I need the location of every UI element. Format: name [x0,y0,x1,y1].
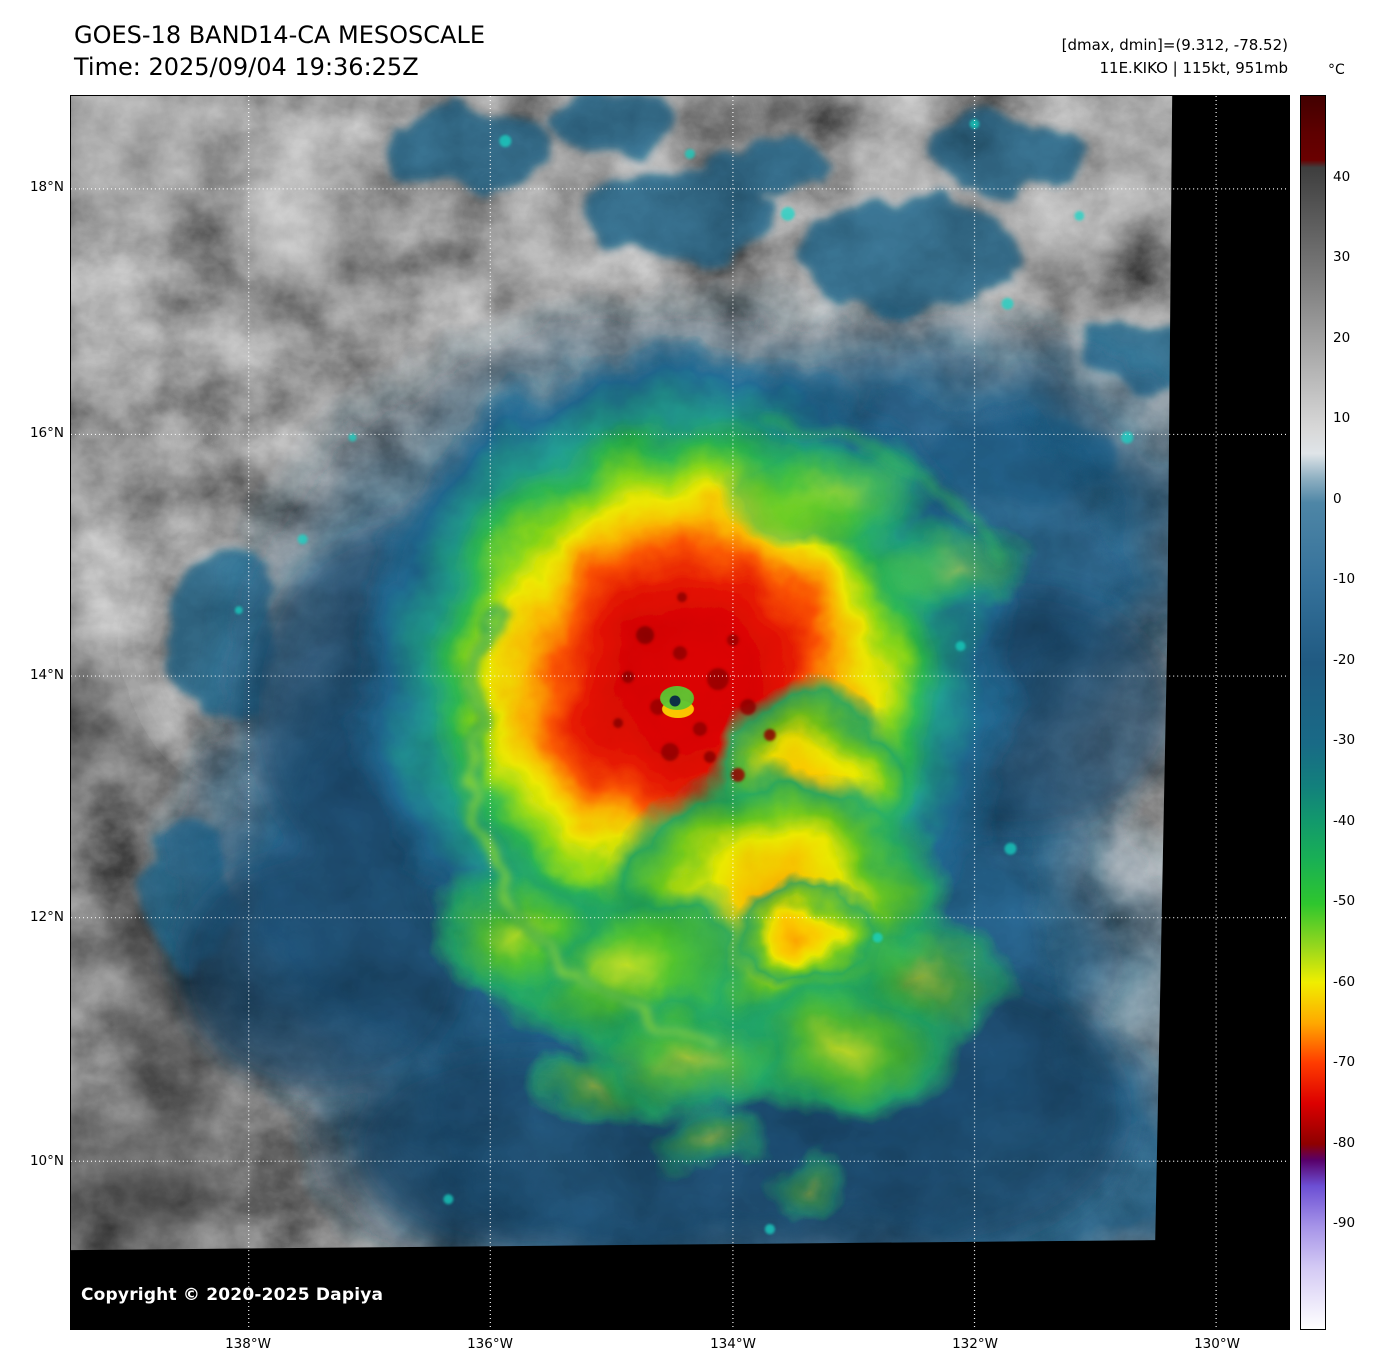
colorbar-tick-label: -80 [1333,1135,1356,1151]
colorbar-tick-label: -50 [1333,893,1356,909]
satellite-scene [71,96,1289,1329]
colorbar-tick-label: -10 [1333,571,1356,587]
colorbar-tick-label: 30 [1333,249,1351,265]
lon-tick-label: 134°W [710,1336,756,1352]
colorbar-tick-label: -20 [1333,652,1356,668]
colorbar-unit-label: °C [1328,62,1345,78]
figure-time: Time: 2025/09/04 19:36:25Z [74,53,419,81]
colorbar-tick-label: 20 [1333,330,1351,346]
colorbar-gradient [1301,96,1325,1329]
lon-tick-label: 136°W [467,1336,513,1352]
colorbar-tick-label: 0 [1333,491,1342,507]
dmax-dmin-label: [dmax, dmin]=(9.312, -78.52) [1061,36,1288,54]
colorbar-tick-label: 10 [1333,410,1351,426]
colorbar [1300,95,1326,1330]
lon-tick-label: 130°W [1194,1336,1240,1352]
colorbar-tick-label: -60 [1333,974,1356,990]
lat-tick-label: 10°N [29,1153,64,1169]
lat-tick-label: 14°N [29,667,64,683]
lat-tick-label: 12°N [29,909,64,925]
figure-title: GOES-18 BAND14-CA MESOSCALE [74,21,485,49]
lon-tick-label: 132°W [952,1336,998,1352]
colorbar-tick-label: -90 [1333,1215,1356,1231]
colorbar-tick-label: -70 [1333,1054,1356,1070]
colorbar-tick-label: -40 [1333,813,1356,829]
latlon-gridlines [71,96,1289,1329]
satellite-map: Copyright © 2020-2025 Dapiya [70,95,1290,1330]
storm-info-label: 11E.KIKO | 115kt, 951mb [1099,59,1288,77]
colorbar-tick-label: -30 [1333,732,1356,748]
lon-tick-label: 138°W [225,1336,271,1352]
lat-tick-label: 18°N [29,179,64,195]
lat-tick-label: 16°N [29,425,64,441]
no-data-region [71,96,1289,1329]
copyright-watermark: Copyright © 2020-2025 Dapiya [81,1285,384,1305]
texture-overlay [71,96,1289,1329]
colorbar-tick-label: 40 [1333,169,1351,185]
